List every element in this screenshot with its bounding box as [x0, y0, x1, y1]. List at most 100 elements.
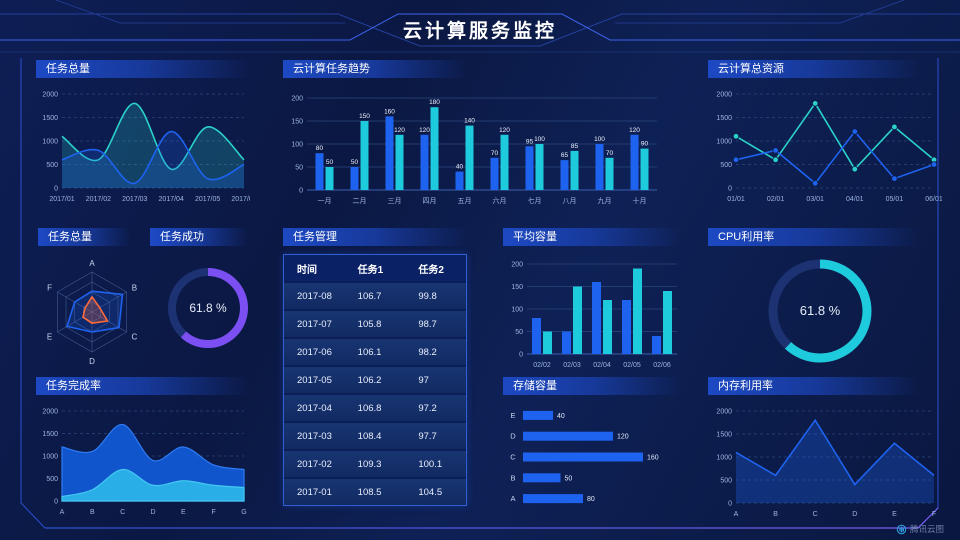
task-total-radar-chart: A B C D E F [38, 250, 146, 375]
table-cell: 106.2 [357, 374, 382, 386]
svg-text:F: F [47, 284, 52, 293]
table-cell: 106.7 [357, 290, 382, 302]
svg-text:0: 0 [728, 186, 732, 193]
storage-capacity-svg: E 40 D 120 C 160 B 50 A 80 [510, 410, 659, 504]
panel-memory-usage: 内存利用率 0 500 1000 1500 2000 A B C D E F [708, 377, 942, 524]
svg-text:04/01: 04/01 [846, 196, 864, 203]
table-cell: 98.7 [418, 318, 437, 330]
svg-text:0: 0 [299, 188, 303, 195]
panel-title-cloud-total-resources: 云计算总资源 [708, 60, 920, 78]
svg-text:六月: 六月 [493, 196, 507, 205]
svg-text:40: 40 [557, 413, 565, 420]
svg-text:二月: 二月 [353, 197, 367, 205]
table-header-cell: 时间 [297, 264, 317, 276]
svg-text:2000: 2000 [716, 92, 732, 99]
svg-text:50: 50 [515, 329, 523, 336]
table-row: 2017-04 106.8 97.2 [284, 393, 466, 421]
svg-text:0: 0 [54, 499, 58, 506]
task-total-line-svg: 0 500 1000 1500 2000 2017/01 2017/02 2017/03 201… [42, 92, 256, 204]
svg-text:三月: 三月 [388, 197, 402, 205]
cpu-usage-svg: 61.8 % [768, 259, 872, 363]
table-row: 2017-08 106.7 99.8 [284, 281, 466, 309]
svg-text:120: 120 [499, 127, 510, 134]
svg-text:九月: 九月 [598, 196, 612, 205]
table-cell: 106.8 [357, 402, 382, 414]
cloud-task-trend-chart: 0 50 100 150 200 80 50 50 150 160 120 120 180 40 140 70… [283, 82, 665, 211]
svg-text:150: 150 [291, 119, 303, 126]
table-cell: 109.3 [357, 458, 382, 470]
svg-text:100: 100 [291, 142, 303, 149]
svg-text:0: 0 [728, 501, 732, 508]
table-cell: 100.1 [418, 458, 443, 470]
task-total-radar-svg: A B C D E F [47, 259, 138, 366]
task-success-svg: 61.8 % [168, 268, 248, 348]
table-row: 2017-06 106.1 98.2 [284, 337, 466, 365]
svg-text:05/01: 05/01 [886, 196, 904, 203]
svg-text:140: 140 [464, 118, 475, 125]
svg-text:120: 120 [629, 127, 640, 134]
svg-text:1500: 1500 [716, 432, 732, 439]
task-success-donut: 61.8 % [150, 250, 248, 375]
table-cell: 2017-06 [297, 346, 332, 358]
panel-cpu-usage: CPU利用率 61.8 % [708, 228, 942, 377]
table-cell: 105.8 [357, 318, 382, 330]
svg-text:A: A [510, 494, 515, 503]
svg-text:C: C [510, 453, 516, 462]
table-cell: 2017-02 [297, 458, 332, 470]
table-cell: 97 [418, 374, 429, 386]
svg-text:02/02: 02/02 [533, 362, 551, 369]
svg-text:200: 200 [291, 96, 303, 103]
svg-text:160: 160 [384, 108, 395, 115]
svg-text:03/01: 03/01 [806, 196, 824, 203]
svg-text:500: 500 [720, 162, 732, 169]
table-header-cell: 任务2 [418, 264, 444, 276]
svg-text:D: D [150, 509, 155, 516]
svg-text:B: B [773, 511, 778, 518]
panel-title-cloud-task-trend: 云计算任务趋势 [283, 60, 467, 78]
watermark: 腾讯云图 [896, 523, 944, 535]
svg-text:四月: 四月 [423, 197, 437, 205]
svg-text:1500: 1500 [716, 115, 732, 122]
svg-text:01/01: 01/01 [727, 196, 745, 203]
table-cell: 2017-05 [297, 374, 332, 386]
task-completion-chart: 0 500 1000 1500 2000 A B C D E F G [36, 399, 250, 522]
table-cell: 108.5 [357, 486, 382, 498]
svg-text:65: 65 [561, 152, 569, 159]
svg-text:50: 50 [295, 165, 303, 172]
table-cell: 98.2 [418, 346, 437, 358]
panel-avg-capacity: 平均容量 0 50 100 150 200 02/02 02/03 02/04 02/05 02/… [503, 228, 683, 375]
svg-text:70: 70 [606, 150, 614, 157]
panel-title-task-success: 任务成功 [150, 228, 248, 246]
table-row: 2017-01 108.5 104.5 [284, 477, 466, 505]
panel-title-memory-usage: 内存利用率 [708, 377, 920, 395]
svg-text:90: 90 [641, 141, 649, 148]
storage-capacity-chart: E 40 D 120 C 160 B 50 A 80 [503, 399, 683, 520]
svg-text:02/03: 02/03 [563, 362, 581, 369]
svg-text:06/01: 06/01 [925, 196, 942, 203]
svg-text:80: 80 [587, 496, 595, 503]
svg-text:85: 85 [571, 143, 579, 150]
svg-text:500: 500 [46, 162, 58, 169]
svg-text:40: 40 [456, 164, 464, 171]
svg-text:D: D [852, 511, 857, 518]
svg-text:七月: 七月 [528, 196, 542, 205]
table-row: 2017-05 106.2 97 [284, 365, 466, 393]
svg-text:八月: 八月 [563, 197, 577, 205]
tencent-cloud-logo-icon [896, 524, 907, 534]
svg-text:150: 150 [359, 113, 370, 120]
svg-text:D: D [510, 432, 516, 441]
svg-text:95: 95 [526, 138, 534, 145]
table-row: 2017-03 108.4 97.7 [284, 421, 466, 449]
cloud-total-resources-chart: 0 500 1000 1500 2000 01/01 02/01 03/01 04/01 05/0… [708, 82, 942, 209]
svg-text:2000: 2000 [42, 92, 58, 99]
svg-text:2017/06: 2017/06 [231, 196, 250, 203]
table-header-row: 时间 任务1 任务2 [284, 255, 466, 281]
svg-text:50: 50 [351, 159, 359, 166]
panel-task-total-line: 任务总量 0 500 1000 1500 2000 2017/01 2017/02 2017/… [36, 60, 257, 209]
table-cell: 2017-08 [297, 290, 332, 302]
svg-text:100: 100 [594, 136, 605, 143]
svg-text:五月: 五月 [458, 197, 472, 205]
svg-text:1000: 1000 [716, 139, 732, 146]
svg-text:02/06: 02/06 [653, 362, 671, 369]
